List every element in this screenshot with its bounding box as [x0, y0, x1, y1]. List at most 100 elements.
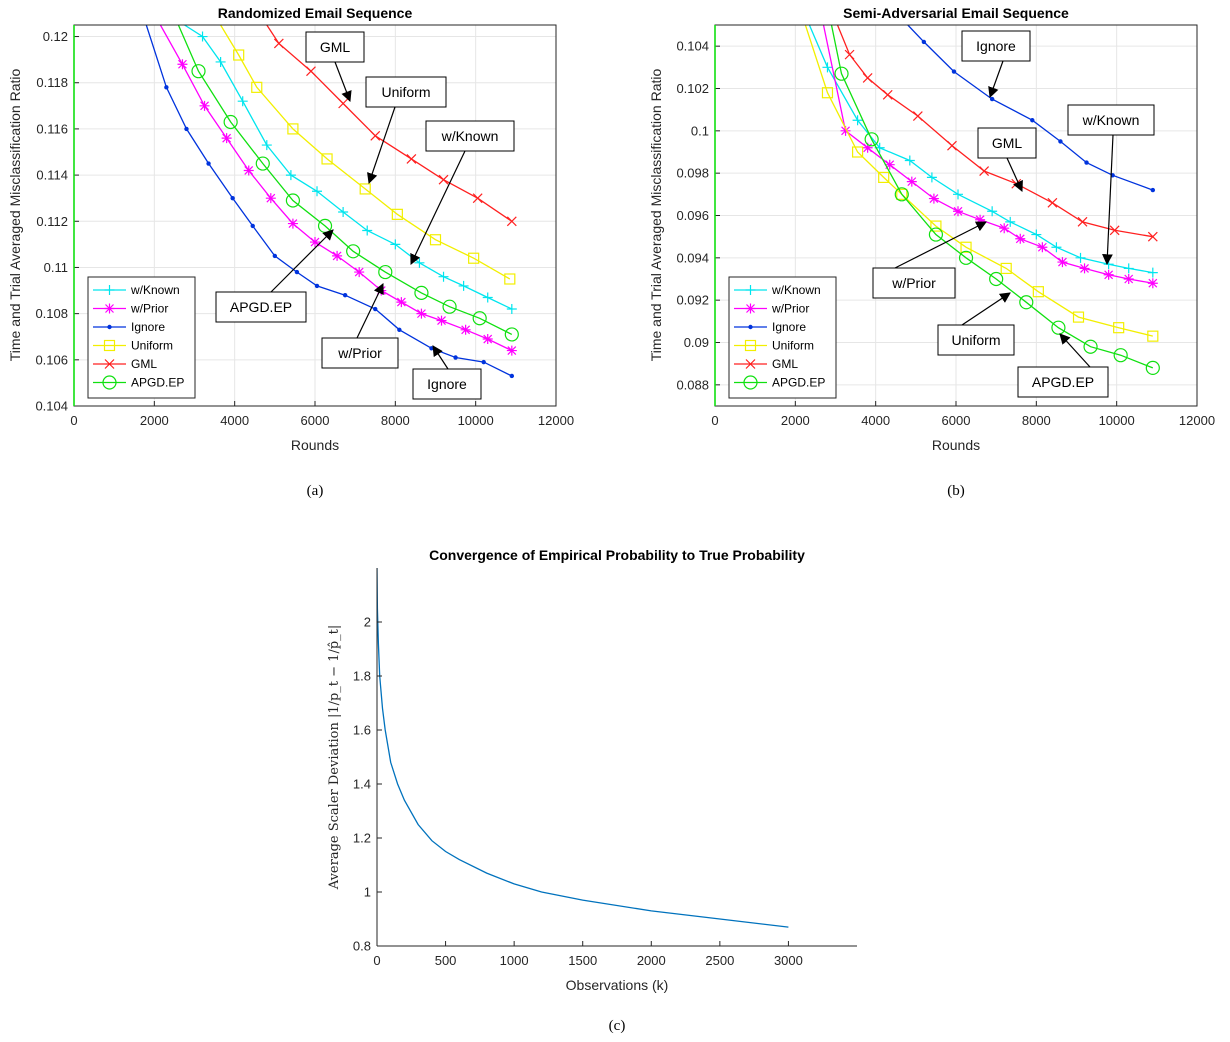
Ignore-data-point [373, 306, 378, 312]
chart-b-annotations: Ignore w/Known GML w/Prior Uniform APGD.EP [872, 30, 1155, 398]
w/Known-data-point [926, 172, 937, 183]
annotation-arrow [1006, 157, 1023, 192]
y-tick-label: 0.116 [36, 121, 68, 136]
w/Prior-data-point [416, 308, 427, 319]
chart-b-ticks: 0 2000 4000 6000 8000 10000 12000 0.088 0.09 0.09… [676, 25, 1215, 428]
annotation-label: w/Known [441, 128, 499, 144]
w/Prior-data-point [199, 100, 210, 111]
Uniform-data-point [468, 252, 480, 264]
Uniform-series-line [804, 25, 1153, 337]
Ignore-data-point [921, 39, 927, 45]
Uniform-data-point [1032, 286, 1044, 298]
w/Prior-data-point [221, 133, 232, 144]
APGD.EP-data-point [191, 64, 206, 79]
GML-data-point [306, 66, 316, 77]
y-tick-label: 0.108 [35, 306, 68, 321]
APGD.EP-data-point [834, 66, 849, 81]
w/Known-data-point [458, 280, 469, 291]
chart-a-series-group [145, 25, 519, 379]
annotation-box [305, 31, 365, 63]
w/Known-data-point [506, 304, 517, 315]
x-tick-label: 4000 [220, 413, 249, 428]
x-tick-label: 3000 [774, 953, 803, 968]
chart-c-ticks: 0 500 1000 1500 2000 2500 3000 0.8 1 1.2 1.4 1.6 1.8… [353, 615, 803, 969]
w/Prior-data-point [1103, 269, 1114, 280]
y-tick-label: 0.104 [35, 399, 68, 414]
w/Known-data-point [1075, 252, 1086, 263]
annotation-label: Uniform [381, 84, 430, 100]
GML-data-point [406, 154, 417, 164]
w/Prior-data-point [1037, 242, 1048, 253]
y-tick-label: 0.094 [676, 250, 709, 265]
Ignore-data-point [230, 195, 235, 201]
legend-marker [745, 359, 756, 369]
w/Known-data-point [1123, 263, 1134, 274]
w/Prior-data-point [928, 193, 939, 204]
chart-panel-b: Semi-Adversarial Email Sequence 0 2000 400… [648, 5, 1215, 499]
y-tick-label: 0.102 [676, 81, 709, 96]
w/Known-data-point [852, 115, 863, 126]
w/Prior-data-point [332, 250, 343, 261]
APGD.EP-data-point [442, 299, 457, 314]
legend-label: Ignore [772, 320, 806, 334]
legend-marker [107, 324, 112, 330]
y-tick-label: 0.098 [676, 166, 709, 181]
legend-label: w/Known [771, 283, 821, 297]
legend-marker [744, 339, 757, 352]
w/Known-data-point [438, 271, 449, 282]
annotation-box [1017, 366, 1109, 398]
y-tick-label: 0.09 [684, 335, 709, 350]
legend-label: GML [772, 357, 798, 371]
x-tick-label: 0 [70, 413, 77, 428]
y-tick-label: 1 [364, 885, 371, 900]
w/Known-data-point [312, 186, 323, 197]
y-tick-label: 2 [364, 615, 371, 630]
GML-series-line [836, 25, 1153, 238]
legend-label: w/Prior [130, 302, 168, 316]
Ignore-data-point [272, 253, 278, 259]
x-tick-label: 2500 [705, 953, 734, 968]
w/Prior-data-point [1147, 278, 1158, 289]
y-tick-label: 1.6 [353, 723, 371, 738]
chart-b-caption: (b) [947, 483, 965, 499]
w/Prior-data-point [975, 214, 986, 225]
GML-data-point [862, 72, 873, 83]
Uniform-data-point [1113, 322, 1125, 334]
legend-marker [104, 303, 115, 314]
APGD.EP-data-point [472, 311, 487, 326]
GML-data-point [1109, 225, 1120, 236]
w/Known-data-point [1051, 242, 1062, 253]
legend-marker [103, 339, 116, 352]
annotation-label: Ignore [976, 38, 1016, 54]
w/Prior-data-point [999, 223, 1010, 234]
legend-label: APGD.EP [772, 376, 825, 390]
chart-c-series-group [377, 568, 789, 928]
APGD.EP-data-point [1145, 360, 1160, 375]
Ignore-data-point [342, 292, 348, 298]
chart-c-xlabel: Observations (k) [566, 977, 669, 993]
chart-panel-c: Convergence of Empirical Probability to … [327, 547, 857, 1034]
x-tick-label: 0 [711, 413, 718, 428]
w/Prior-data-point [287, 218, 298, 229]
chart-panel-a: Randomized Email Sequence 0 2000 4000 6000 8… [7, 5, 574, 499]
w/Prior-data-point [862, 142, 873, 153]
GML-data-point [472, 193, 483, 204]
APGD.EP-data-point [864, 132, 879, 147]
annotation-arrow [1059, 333, 1091, 368]
GML-data-point [1047, 197, 1058, 208]
x-tick-label: 12000 [538, 413, 574, 428]
w/Prior-data-point [1123, 274, 1134, 284]
Ignore-data-point [481, 359, 486, 365]
GML-data-point [273, 38, 284, 49]
annotation-arrow [356, 283, 384, 339]
x-tick-label: 4000 [861, 413, 890, 428]
annotation-box [872, 267, 956, 299]
w/Prior-data-point [310, 237, 320, 248]
GML-data-point [882, 89, 893, 100]
Ignore-data-point [397, 327, 402, 332]
Ignore-data-point [294, 269, 300, 275]
x-tick-label: 2000 [781, 413, 810, 428]
w/Prior-data-point [243, 165, 254, 176]
GML-data-point [947, 140, 957, 151]
